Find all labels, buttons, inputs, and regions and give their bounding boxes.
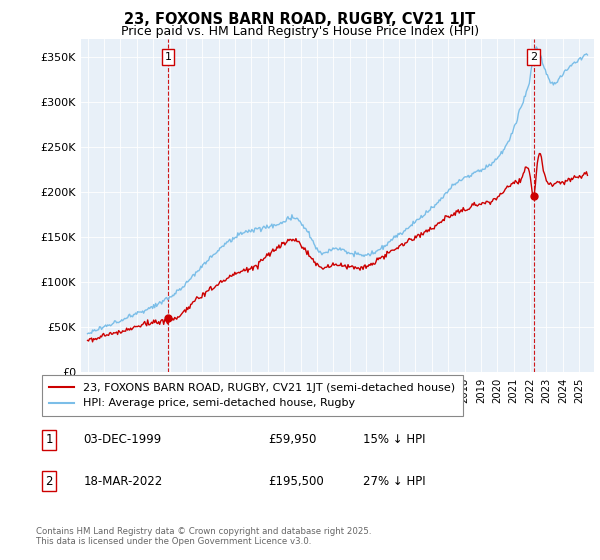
Text: £59,950: £59,950 bbox=[268, 433, 317, 446]
Text: Contains HM Land Registry data © Crown copyright and database right 2025.
This d: Contains HM Land Registry data © Crown c… bbox=[36, 526, 371, 546]
Text: 2: 2 bbox=[46, 475, 53, 488]
Text: 23, FOXONS BARN ROAD, RUGBY, CV21 1JT: 23, FOXONS BARN ROAD, RUGBY, CV21 1JT bbox=[124, 12, 476, 27]
Text: 15% ↓ HPI: 15% ↓ HPI bbox=[364, 433, 426, 446]
Text: £195,500: £195,500 bbox=[268, 475, 324, 488]
Text: 27% ↓ HPI: 27% ↓ HPI bbox=[364, 475, 426, 488]
Text: 18-MAR-2022: 18-MAR-2022 bbox=[83, 475, 163, 488]
Text: 1: 1 bbox=[46, 433, 53, 446]
Text: Price paid vs. HM Land Registry's House Price Index (HPI): Price paid vs. HM Land Registry's House … bbox=[121, 25, 479, 38]
Legend: 23, FOXONS BARN ROAD, RUGBY, CV21 1JT (semi-detached house), HPI: Average price,: 23, FOXONS BARN ROAD, RUGBY, CV21 1JT (s… bbox=[41, 375, 463, 416]
Text: 2: 2 bbox=[530, 52, 537, 62]
Text: 03-DEC-1999: 03-DEC-1999 bbox=[83, 433, 162, 446]
Text: 1: 1 bbox=[164, 52, 172, 62]
